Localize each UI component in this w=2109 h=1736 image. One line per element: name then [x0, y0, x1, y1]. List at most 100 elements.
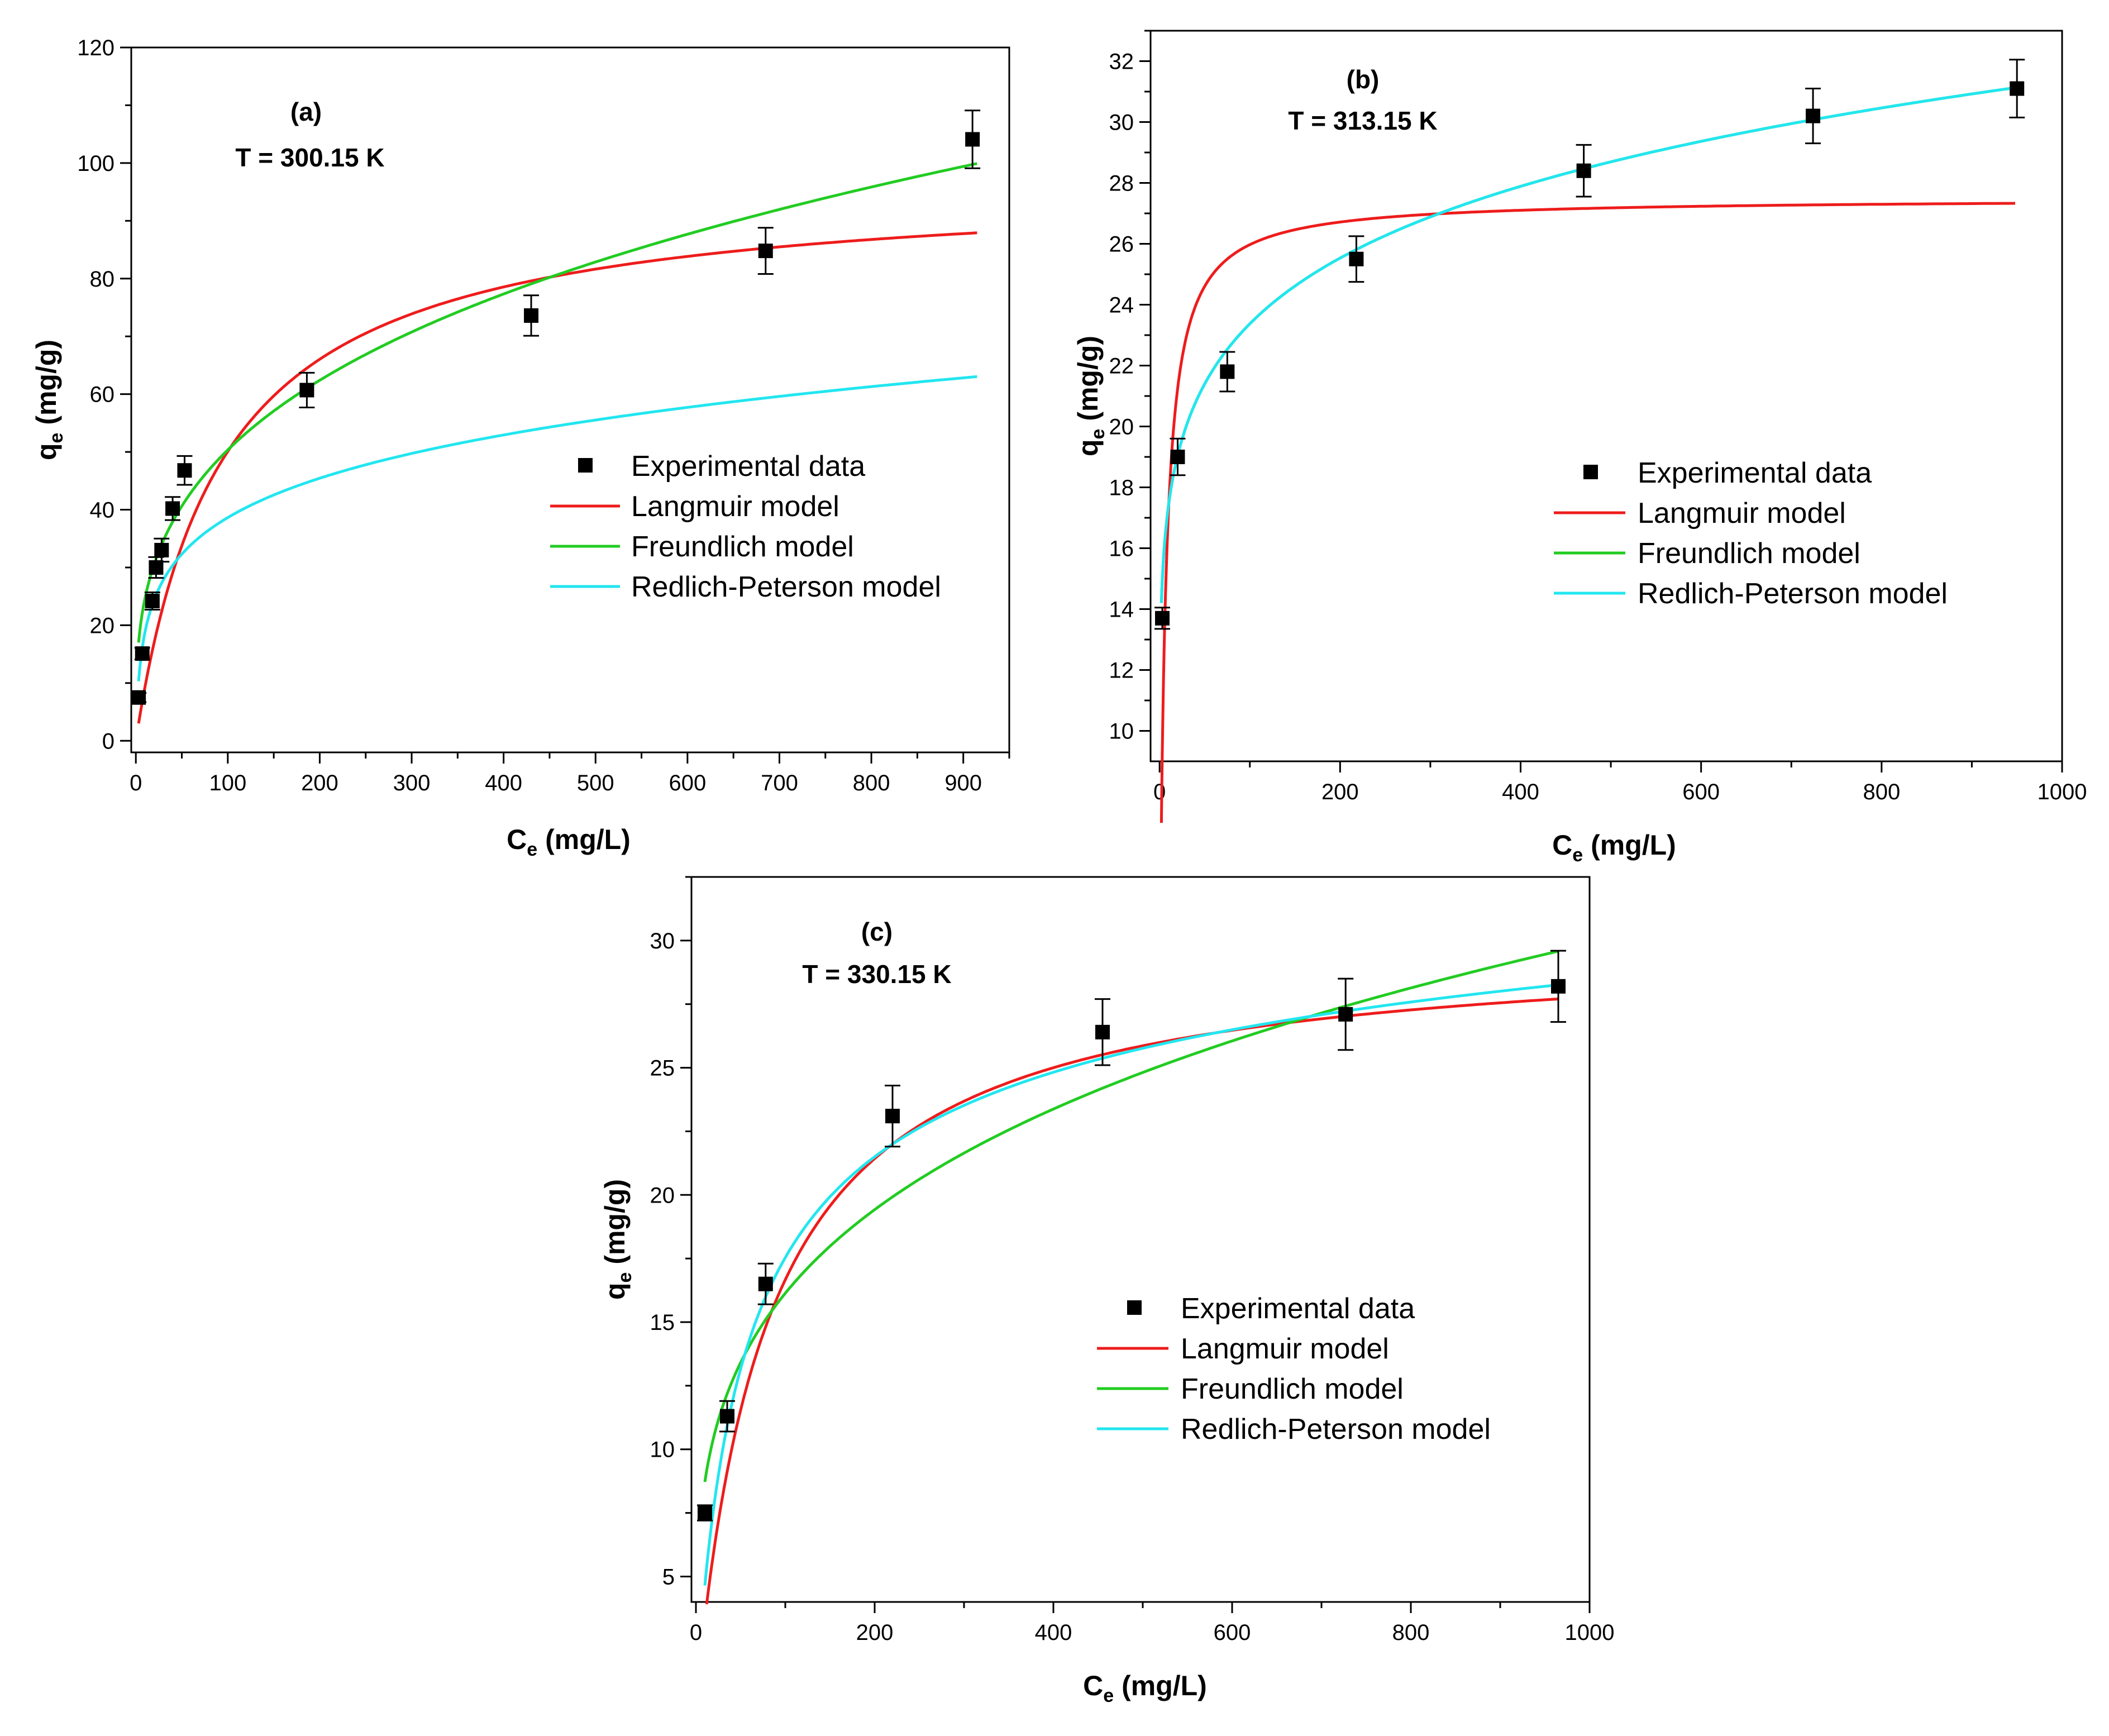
- legend-label-redlich-peterson-b: Redlich-Peterson model: [1638, 578, 1948, 610]
- legend-marker-experimental-a: [578, 458, 593, 473]
- y-tick-label-b-16: 16: [1109, 537, 1134, 561]
- x-tick-label-b-200: 200: [1321, 780, 1359, 804]
- y-axis-title-b: qe (mg/g): [1072, 336, 1109, 456]
- legend-label-redlich-peterson-a: Redlich-Peterson model: [631, 571, 941, 603]
- x-tick-label-a-500: 500: [577, 771, 614, 795]
- panel-c: 0 200 400 600 800 1000 5 10 15 20 25 30 (c) T = 33…: [599, 876, 1615, 1706]
- marker-a-3: [149, 560, 164, 575]
- x-tick-label-a-800: 800: [853, 771, 890, 795]
- y-axis-title-main-b: q: [1072, 440, 1104, 457]
- y-axis-title-c: qe (mg/g): [599, 1179, 636, 1300]
- y-tick-label-c-10: 10: [650, 1438, 675, 1462]
- legend-label-langmuir-a: Langmuir model: [631, 490, 839, 523]
- data-point-b-5: [1805, 88, 1821, 145]
- legend-label-experimental-b: Experimental data: [1638, 457, 1872, 489]
- data-point-a-4: [154, 537, 170, 563]
- legend-a: Experimental data Langmuir model Freundl…: [550, 450, 941, 603]
- y-axis-title-a: qe (mg/g): [31, 340, 67, 460]
- curve-redlich-peterson-a: [137, 375, 977, 681]
- x-tick-label-c-400: 400: [1035, 1620, 1072, 1645]
- x-tick-label-a-0: 0: [130, 771, 142, 795]
- data-point-b-3: [1348, 235, 1364, 283]
- y-axis-title-sub-c: e: [614, 1272, 636, 1283]
- panel-b: 0 200 400 600 800 1000 10 12 14 16 18 20 22 24 26 28 30…: [1072, 30, 2087, 866]
- panel-a: 0 100 200 300 400 500 600 700 800 900 0 20 40 60 80 10…: [31, 36, 1010, 860]
- y-tick-label-c-25: 25: [650, 1056, 675, 1081]
- data-point-a-7: [299, 371, 315, 408]
- y-ticks-c: 5 10 15 20 25 30: [650, 876, 691, 1589]
- x-tick-label-c-1000: 1000: [1565, 1620, 1615, 1645]
- x-axis-title-unit-c: (mg/L): [1114, 1670, 1207, 1701]
- x-tick-label-b-1000: 1000: [2038, 780, 2087, 804]
- curve-langmuir-b: [1160, 202, 2016, 823]
- x-tick-label-c-0: 0: [690, 1620, 702, 1645]
- data-point-a-9: [757, 227, 774, 275]
- panel-subtitle-c: T = 330.15 K: [802, 960, 951, 989]
- y-tick-label-b-10: 10: [1109, 719, 1134, 744]
- marker-a-1: [135, 646, 150, 661]
- y-tick-label-a-20: 20: [90, 613, 115, 638]
- y-tick-label-a-80: 80: [90, 267, 115, 292]
- legend-marker-experimental-c: [1127, 1300, 1142, 1315]
- markers-a: [131, 109, 981, 705]
- marker-b-1: [1170, 450, 1185, 464]
- x-tick-label-c-200: 200: [856, 1620, 894, 1645]
- x-axis-title-sub-c: e: [1103, 1685, 1114, 1706]
- y-tick-label-c-20: 20: [650, 1183, 675, 1208]
- marker-b-3: [1349, 251, 1364, 266]
- curves-a: [137, 162, 977, 724]
- x-tick-label-a-300: 300: [393, 771, 431, 795]
- legend-label-experimental-a: Experimental data: [631, 450, 865, 483]
- data-point-a-10: [965, 109, 981, 169]
- data-point-c-5: [1338, 977, 1354, 1051]
- y-tick-label-b-18: 18: [1109, 476, 1134, 500]
- plot-frame-c: [690, 876, 1591, 1603]
- y-tick-label-a-40: 40: [90, 498, 115, 523]
- markers-b: [1154, 59, 2025, 630]
- legend-label-experimental-c: Experimental data: [1181, 1293, 1415, 1325]
- x-ticks-a: 0 100 200 300 400 500 600 700 800 900: [130, 752, 1010, 795]
- x-ticks-c: 0 200 400 600 800 1000: [690, 1602, 1615, 1645]
- y-tick-label-b-26: 26: [1109, 232, 1134, 257]
- x-tick-label-b-600: 600: [1682, 780, 1720, 804]
- data-point-c-3: [885, 1084, 900, 1148]
- x-axis-title-b: Ce (mg/L): [1552, 829, 1676, 866]
- panel-label-c: (c): [861, 917, 893, 946]
- y-tick-label-b-32: 32: [1109, 50, 1134, 74]
- x-tick-label-a-400: 400: [485, 771, 522, 795]
- marker-c-0: [698, 1505, 712, 1520]
- marker-b-5: [1806, 108, 1821, 123]
- data-point-c-2: [757, 1262, 774, 1305]
- x-tick-label-a-700: 700: [761, 771, 798, 795]
- x-tick-label-b-800: 800: [1863, 780, 1900, 804]
- marker-a-0: [131, 690, 146, 705]
- y-tick-label-c-5: 5: [662, 1565, 675, 1589]
- legend-label-freundlich-b: Freundlich model: [1638, 537, 1860, 570]
- data-point-a-5: [165, 496, 181, 521]
- y-axis-title-unit-c: (mg/g): [599, 1179, 631, 1272]
- data-point-b-1: [1170, 437, 1186, 476]
- y-tick-label-a-0: 0: [102, 729, 114, 753]
- panel-subtitle-a: T = 300.15 K: [235, 143, 384, 172]
- y-tick-label-a-100: 100: [77, 151, 114, 176]
- legend-label-langmuir-b: Langmuir model: [1638, 497, 1846, 530]
- panel-label-b: (b): [1347, 65, 1380, 94]
- curve-redlich-peterson-b: [1160, 86, 2016, 603]
- data-point-b-6: [2009, 59, 2025, 118]
- marker-a-7: [299, 383, 314, 398]
- y-tick-label-a-60: 60: [90, 383, 115, 407]
- y-tick-label-b-22: 22: [1109, 354, 1134, 379]
- marker-b-4: [1576, 163, 1591, 178]
- x-axis-title-unit-b: (mg/L): [1583, 829, 1676, 861]
- y-axis-title-main-a: q: [31, 443, 62, 461]
- x-axis-title-c: Ce (mg/L): [1083, 1670, 1207, 1706]
- y-tick-label-c-15: 15: [650, 1310, 675, 1335]
- y-tick-label-a-120: 120: [77, 36, 114, 60]
- curve-freundlich-a: [137, 162, 977, 643]
- y-tick-label-b-28: 28: [1109, 171, 1134, 196]
- marker-a-6: [177, 463, 192, 478]
- legend-c: Experimental data Langmuir model Freundl…: [1097, 1293, 1491, 1446]
- y-axis-title-unit-b: (mg/g): [1072, 336, 1104, 429]
